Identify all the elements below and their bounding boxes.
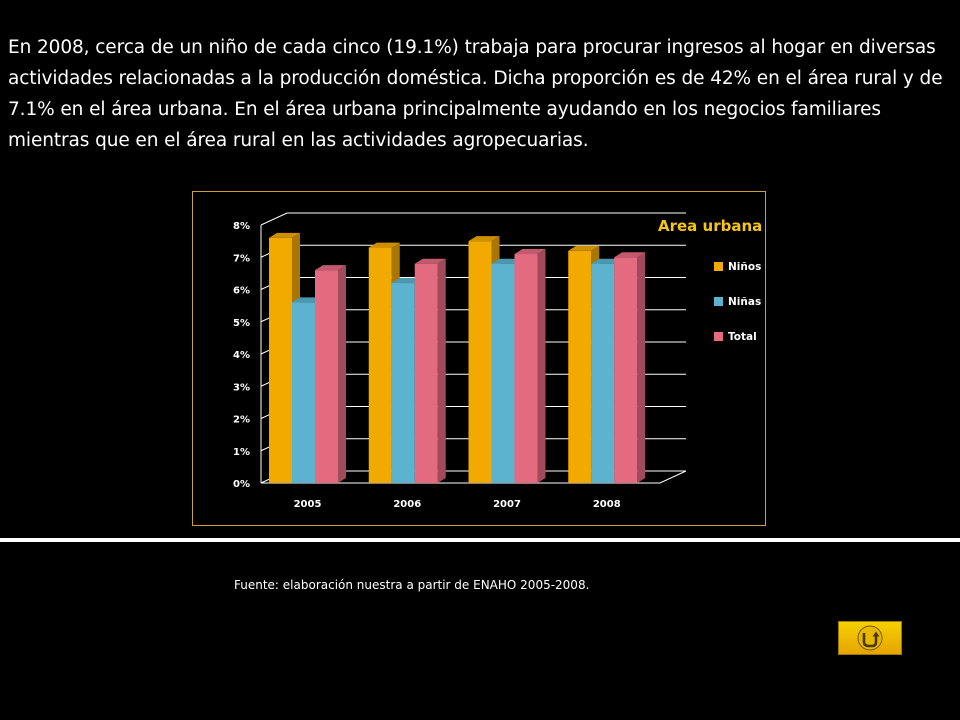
return-arrow-icon bbox=[857, 625, 883, 651]
bar-total-2006 bbox=[414, 263, 438, 483]
bar-total-2005 bbox=[315, 270, 338, 483]
legend-label: Total bbox=[728, 331, 757, 343]
bar-total-2007 bbox=[514, 254, 538, 483]
bar-top bbox=[315, 265, 346, 271]
bar-top bbox=[368, 242, 400, 248]
y-tick-label: 4% bbox=[233, 350, 250, 361]
legend-swatch bbox=[714, 297, 723, 306]
bar-total-2008 bbox=[614, 257, 638, 483]
bar-side bbox=[537, 249, 546, 483]
bar-niños-2007 bbox=[468, 241, 492, 483]
bar-niños-2008 bbox=[568, 250, 592, 483]
bar-side bbox=[338, 265, 346, 483]
bar-side bbox=[637, 252, 646, 483]
source-note: Fuente: elaboración nuestra a partir de … bbox=[234, 578, 590, 592]
y-tick-label: 0% bbox=[233, 479, 250, 490]
bar-niñas-2007 bbox=[491, 263, 515, 483]
bar-layer bbox=[269, 232, 646, 483]
y-tick-label: 8% bbox=[233, 221, 250, 232]
bar-top bbox=[414, 258, 446, 264]
x-tick-label: 2007 bbox=[493, 499, 521, 510]
intro-paragraph: En 2008, cerca de un niño de cada cinco … bbox=[8, 37, 943, 151]
bar-chart: 0% 1% 2% 3% 4% 5% 6% 7% 8% 2005 2006 2007 2008 Area … bbox=[233, 212, 762, 510]
label-layer: 0% 1% 2% 3% 4% 5% 6% 7% 8% 2005 2006 2007 2008 bbox=[233, 221, 621, 510]
chart-legend: Niños Niñas Total bbox=[714, 261, 761, 343]
bar-niñas-2008 bbox=[591, 263, 615, 483]
y-tick-label: 6% bbox=[233, 286, 250, 297]
back-button[interactable] bbox=[838, 621, 902, 655]
y-tick-label: 2% bbox=[233, 415, 250, 426]
legend-swatch bbox=[714, 262, 723, 271]
bar-side bbox=[437, 258, 446, 483]
legend-swatch bbox=[714, 332, 723, 341]
bar-top bbox=[468, 236, 500, 242]
legend-label: Niños bbox=[728, 261, 761, 273]
chart-frame: 0% 1% 2% 3% 4% 5% 6% 7% 8% 2005 2006 2007 2008 Area … bbox=[192, 191, 766, 526]
bar-niños-2006 bbox=[368, 247, 392, 483]
bar-top bbox=[614, 252, 646, 258]
gridline bbox=[260, 212, 686, 226]
bar-niñas-2006 bbox=[391, 283, 415, 483]
y-tick-label: 5% bbox=[233, 318, 250, 329]
legend-label: Niñas bbox=[728, 296, 761, 308]
bar-top bbox=[568, 245, 600, 251]
chart-title: Area urbana bbox=[658, 217, 762, 235]
y-tick-label: 3% bbox=[233, 382, 250, 393]
bar-niños-2005 bbox=[269, 237, 292, 483]
x-tick-label: 2005 bbox=[294, 499, 322, 510]
bar-top bbox=[269, 232, 300, 238]
x-tick-label: 2008 bbox=[593, 499, 621, 510]
divider bbox=[0, 538, 960, 542]
bar-top bbox=[514, 249, 546, 255]
y-tick-label: 1% bbox=[233, 447, 250, 458]
x-tick-label: 2006 bbox=[393, 499, 421, 510]
y-tick-label: 7% bbox=[233, 253, 250, 264]
bar-niñas-2005 bbox=[292, 302, 315, 483]
